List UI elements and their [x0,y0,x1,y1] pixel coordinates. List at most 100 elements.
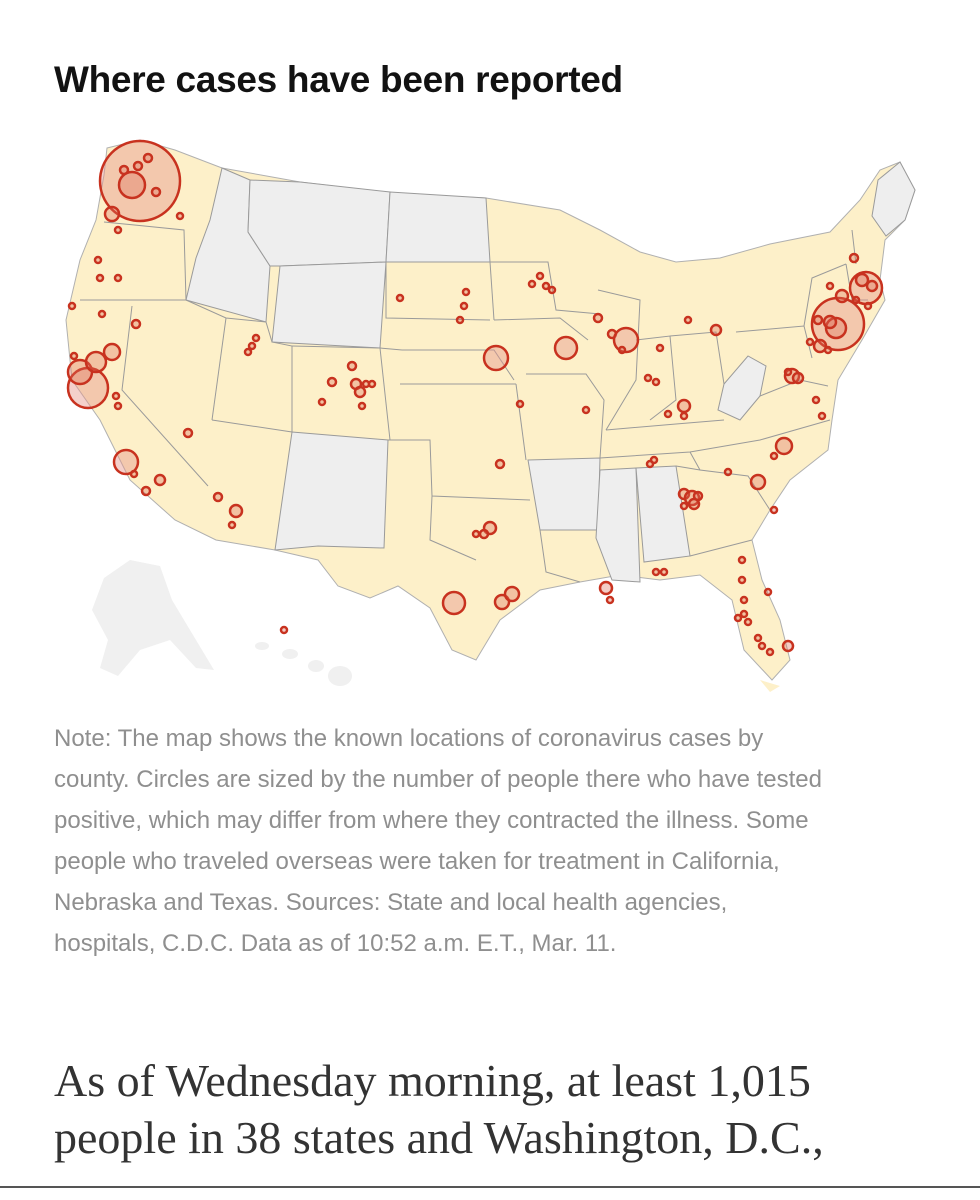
note-line: Nebraska and Texas. Sources: State and l… [54,889,728,916]
case-circle [851,295,861,305]
us-case-map[interactable] [40,128,930,698]
case-circle [812,314,824,326]
case-circle [140,485,152,497]
case-circle [478,528,490,540]
case-circle-los-angeles [112,448,140,476]
case-circle [541,281,551,291]
case-circle [494,458,506,470]
case-circle [228,503,244,519]
case-circle [357,401,367,411]
case-circle [865,279,879,293]
bottom-divider [0,1186,980,1188]
case-circle [811,395,821,405]
case-circle [805,337,815,347]
case-circle [142,152,154,164]
case-circle [612,326,640,354]
case-circle [547,285,557,295]
case-circle [317,397,327,407]
case-circle [737,575,747,585]
case-circle [655,343,665,353]
case-circle [175,211,185,221]
alaska [92,560,214,676]
case-circle [113,273,123,283]
case-circle [93,255,103,265]
case-circle [117,170,147,200]
case-circle [643,373,653,383]
case-circle [825,281,835,291]
case-circle [111,391,121,401]
case-circle [757,641,767,651]
case-circle [69,351,79,361]
case-circle [598,580,614,596]
note-line: county. Circles are sized by the number … [54,766,822,793]
case-circle [848,252,860,264]
case-circle [346,360,358,372]
case-circle [153,473,167,487]
case-circle [817,411,827,421]
note-line: hospitals, C.D.C. Data as of 10:52 a.m. … [54,930,617,957]
state-wyoming [271,261,387,349]
case-circle [791,371,805,385]
case-circle [676,398,692,414]
case-circle [765,647,775,657]
hawaii [255,642,352,686]
case-circle [227,520,237,530]
case-circle [749,473,767,491]
case-circle [823,345,833,355]
case-circle [739,609,749,619]
case-circle [769,505,779,515]
case-circle [441,590,467,616]
state-mississippi [595,467,641,583]
case-circle [709,323,723,337]
case-circle [763,587,773,597]
case-circle [527,279,537,289]
case-circle [130,318,142,330]
case-circle [367,379,377,389]
map-note: Note: The map shows the known locations … [54,718,934,964]
case-circle [592,312,604,324]
case-circle [212,491,224,503]
case-circle [737,555,747,565]
case-circle [645,459,655,469]
case-circle [769,451,779,461]
case-circle [482,344,510,372]
state-maine [871,161,916,237]
case-circle [243,347,253,357]
case-circle [247,341,257,351]
case-circle [95,273,105,283]
case-circle [854,272,870,288]
case-circle [113,401,123,411]
case-circle [663,409,673,419]
case-circle [182,427,194,439]
lede-line: As of Wednesday morning, at least 1,015 [54,1055,811,1106]
case-circle [535,271,545,281]
case-circle [251,333,261,343]
lede-line: people in 38 states and Washington, D.C.… [54,1112,824,1163]
case-circle [503,585,521,603]
case-circle-new-york [810,296,866,352]
case-circle [553,335,579,361]
case-circle [118,164,130,176]
note-line: positive, which may differ from where th… [54,807,809,834]
case-circle [651,567,661,577]
state-montana [247,179,391,267]
case-circle [461,287,471,297]
state-new-mexico [274,431,389,551]
case-circle [326,376,338,388]
case-circle [774,436,794,456]
case-circle [659,567,669,577]
case-circle [733,613,743,623]
case-circle [822,314,838,330]
state-north-dakota [385,191,491,263]
case-circle [723,467,733,477]
case-circle [471,529,481,539]
map-svg [65,139,916,692]
case-circle [679,411,689,421]
case-circle [812,338,828,354]
case-circle [683,315,693,325]
case-circle [863,301,873,311]
case-circle [515,399,525,409]
case-circle [103,205,121,223]
case-circle [129,469,139,479]
note-line: Note: The map shows the known locations … [54,725,764,752]
